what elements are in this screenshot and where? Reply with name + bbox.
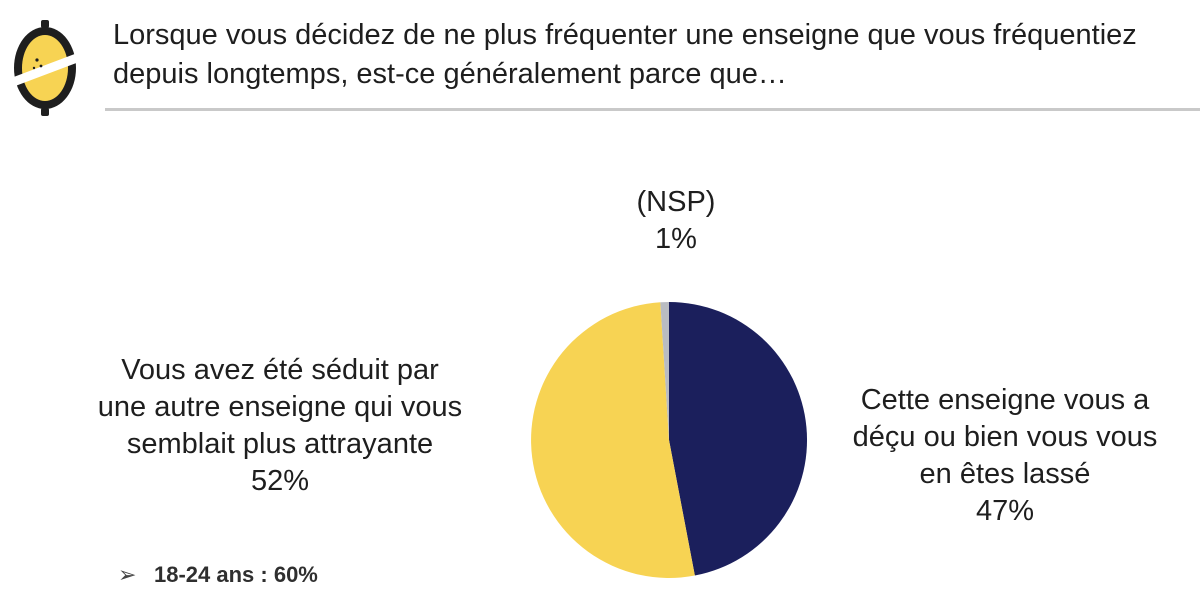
slice-label-nsp: (NSP) 1% [576, 184, 776, 258]
slice-label-nsp-text: (NSP) [636, 186, 716, 218]
lemon-logo-icon [10, 20, 80, 116]
slice-value-disappointed: 47% [975, 495, 1035, 527]
slice-value-nsp: 1% [655, 223, 697, 255]
pie-slice-nsp [660, 302, 669, 440]
age-group-note: ➢ 18-24 ans : 60% [118, 560, 318, 590]
slice-value-attracted: 52% [250, 465, 310, 497]
slice-label-disappointed-line-3: en êtes lassé [919, 458, 1091, 490]
arrowhead-bullet-icon: ➢ [118, 562, 137, 587]
slice-label-disappointed-line-2: déçu ou bien vous vous [852, 421, 1158, 453]
question-title: Lorsque vous décidez de ne plus fréquent… [113, 16, 1193, 94]
slice-label-disappointed-line-1: Cette enseigne vous a [860, 384, 1150, 416]
question-line-2: depuis longtemps, est-ce généralement pa… [113, 58, 787, 90]
pie-slice-disappointed [669, 302, 808, 576]
slice-label-disappointed: Cette enseigne vous a déçu ou bien vous … [820, 382, 1190, 530]
slice-label-attracted-line-1: Vous avez été séduit par [121, 354, 439, 386]
age-group-note-text: 18-24 ans : 60% [154, 562, 318, 587]
pie-slice-attracted [531, 302, 695, 578]
question-line-1: Lorsque vous décidez de ne plus fréquent… [113, 19, 1137, 51]
slice-label-attracted: Vous avez été séduit par une autre ensei… [60, 352, 500, 500]
slice-label-attracted-line-2: une autre enseigne qui vous [97, 391, 463, 423]
slice-label-attracted-line-3: semblait plus attrayante [126, 428, 434, 460]
header-divider [105, 108, 1200, 111]
